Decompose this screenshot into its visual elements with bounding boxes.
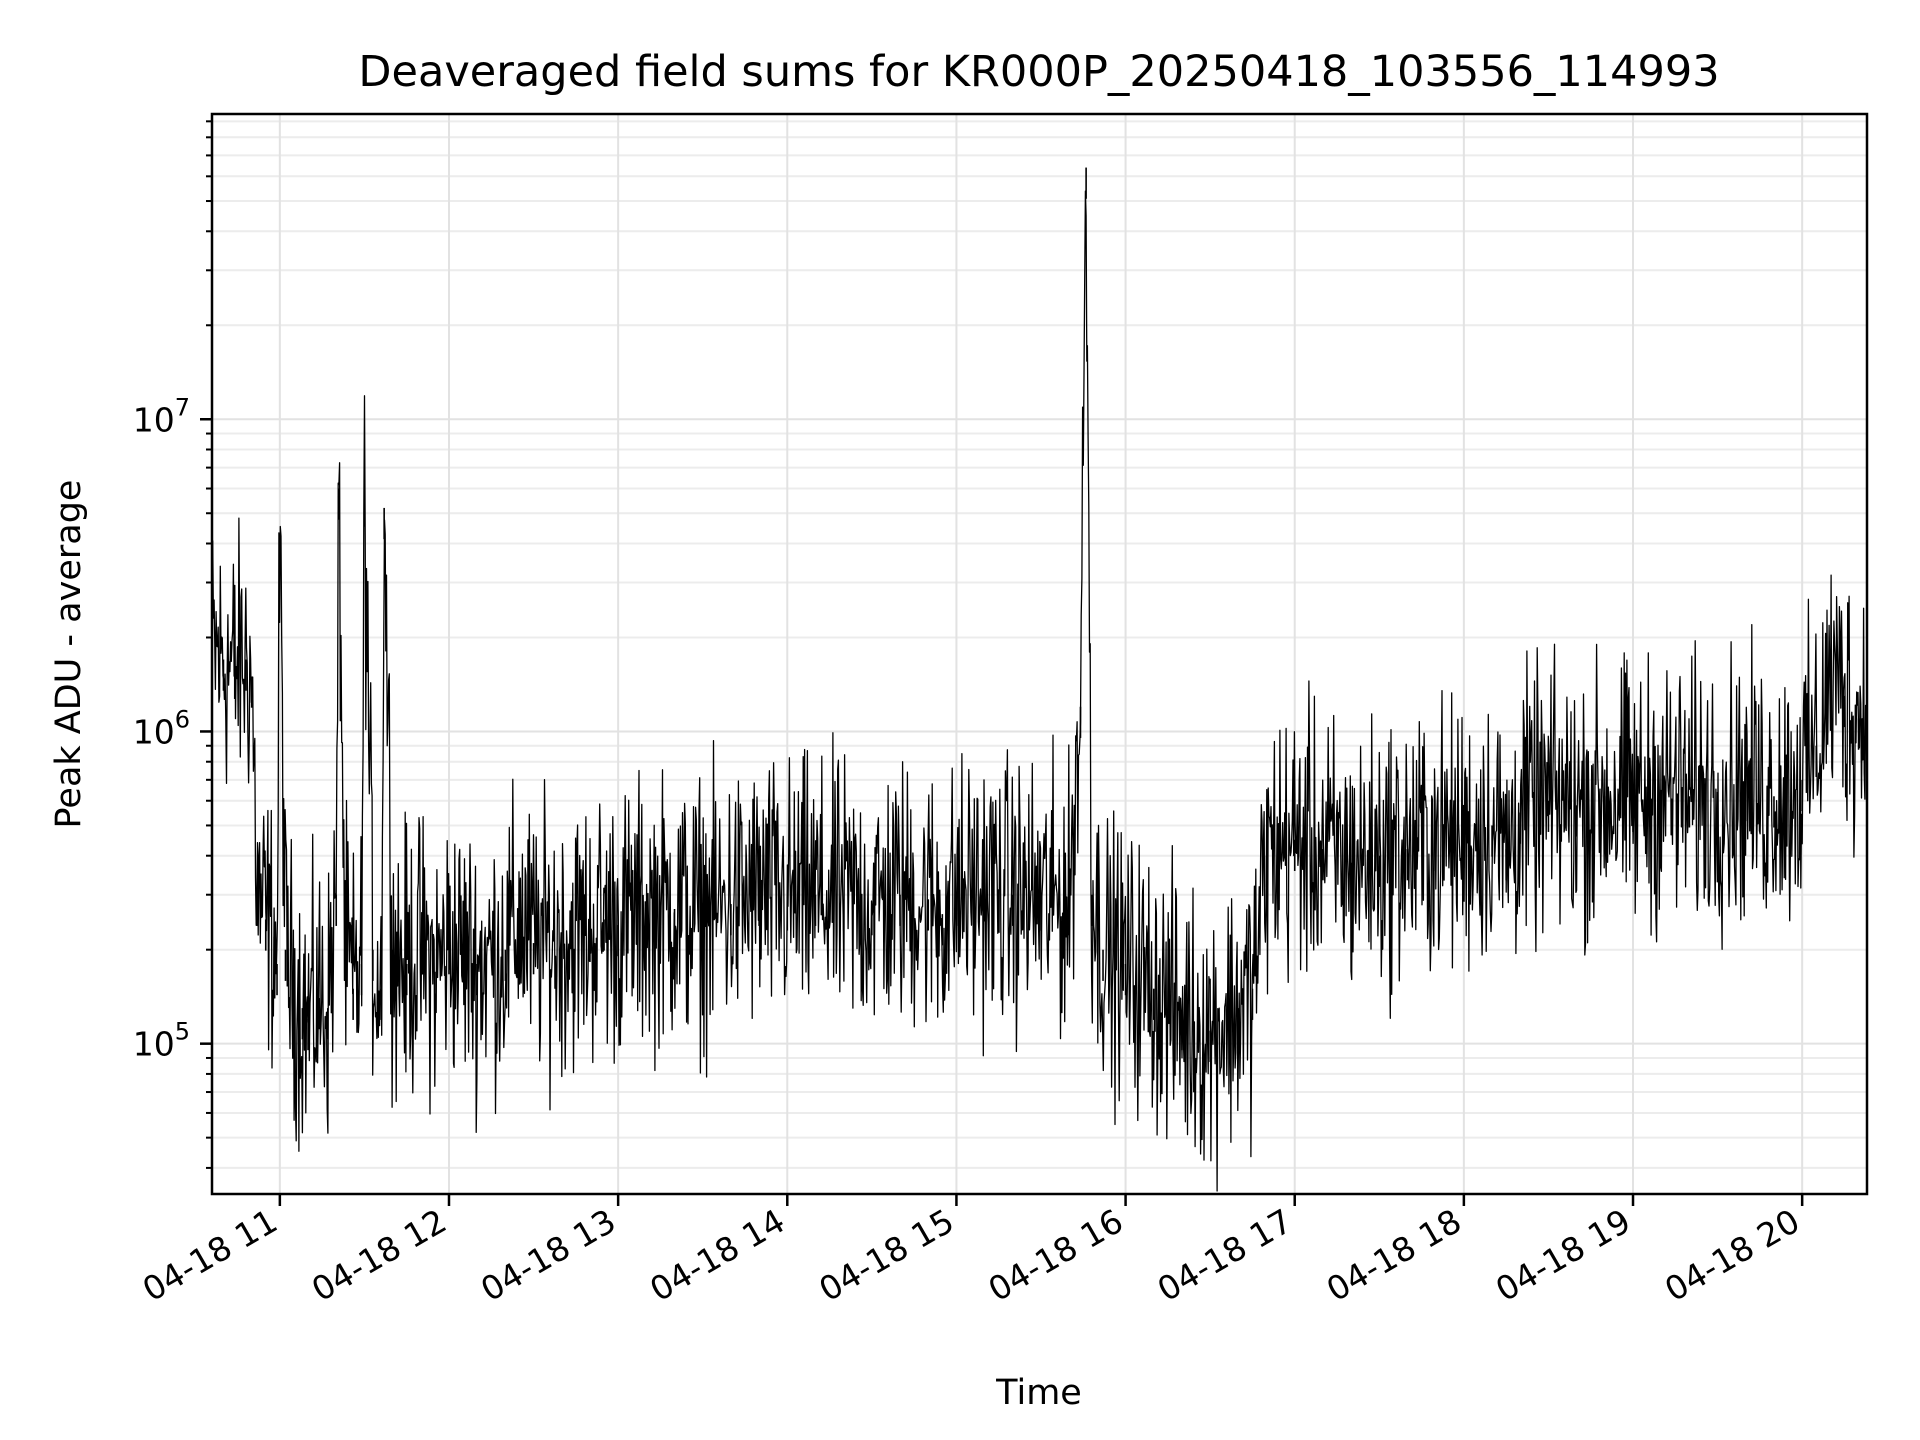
x-axis-label: Time (995, 1373, 1082, 1413)
y-axis-label: Peak ADU - average (49, 480, 89, 829)
y-tick-label: 107 (133, 393, 190, 439)
y-tick-label: 106 (133, 705, 190, 751)
series-layer (212, 167, 1867, 1192)
y-tick-label: 105 (133, 1018, 190, 1064)
grid (212, 114, 1867, 1194)
series-line (212, 190, 1867, 1192)
plot-frame (210, 112, 1869, 1196)
chart-title: Deaveraged field sums for KR000P_2025041… (358, 47, 1719, 97)
